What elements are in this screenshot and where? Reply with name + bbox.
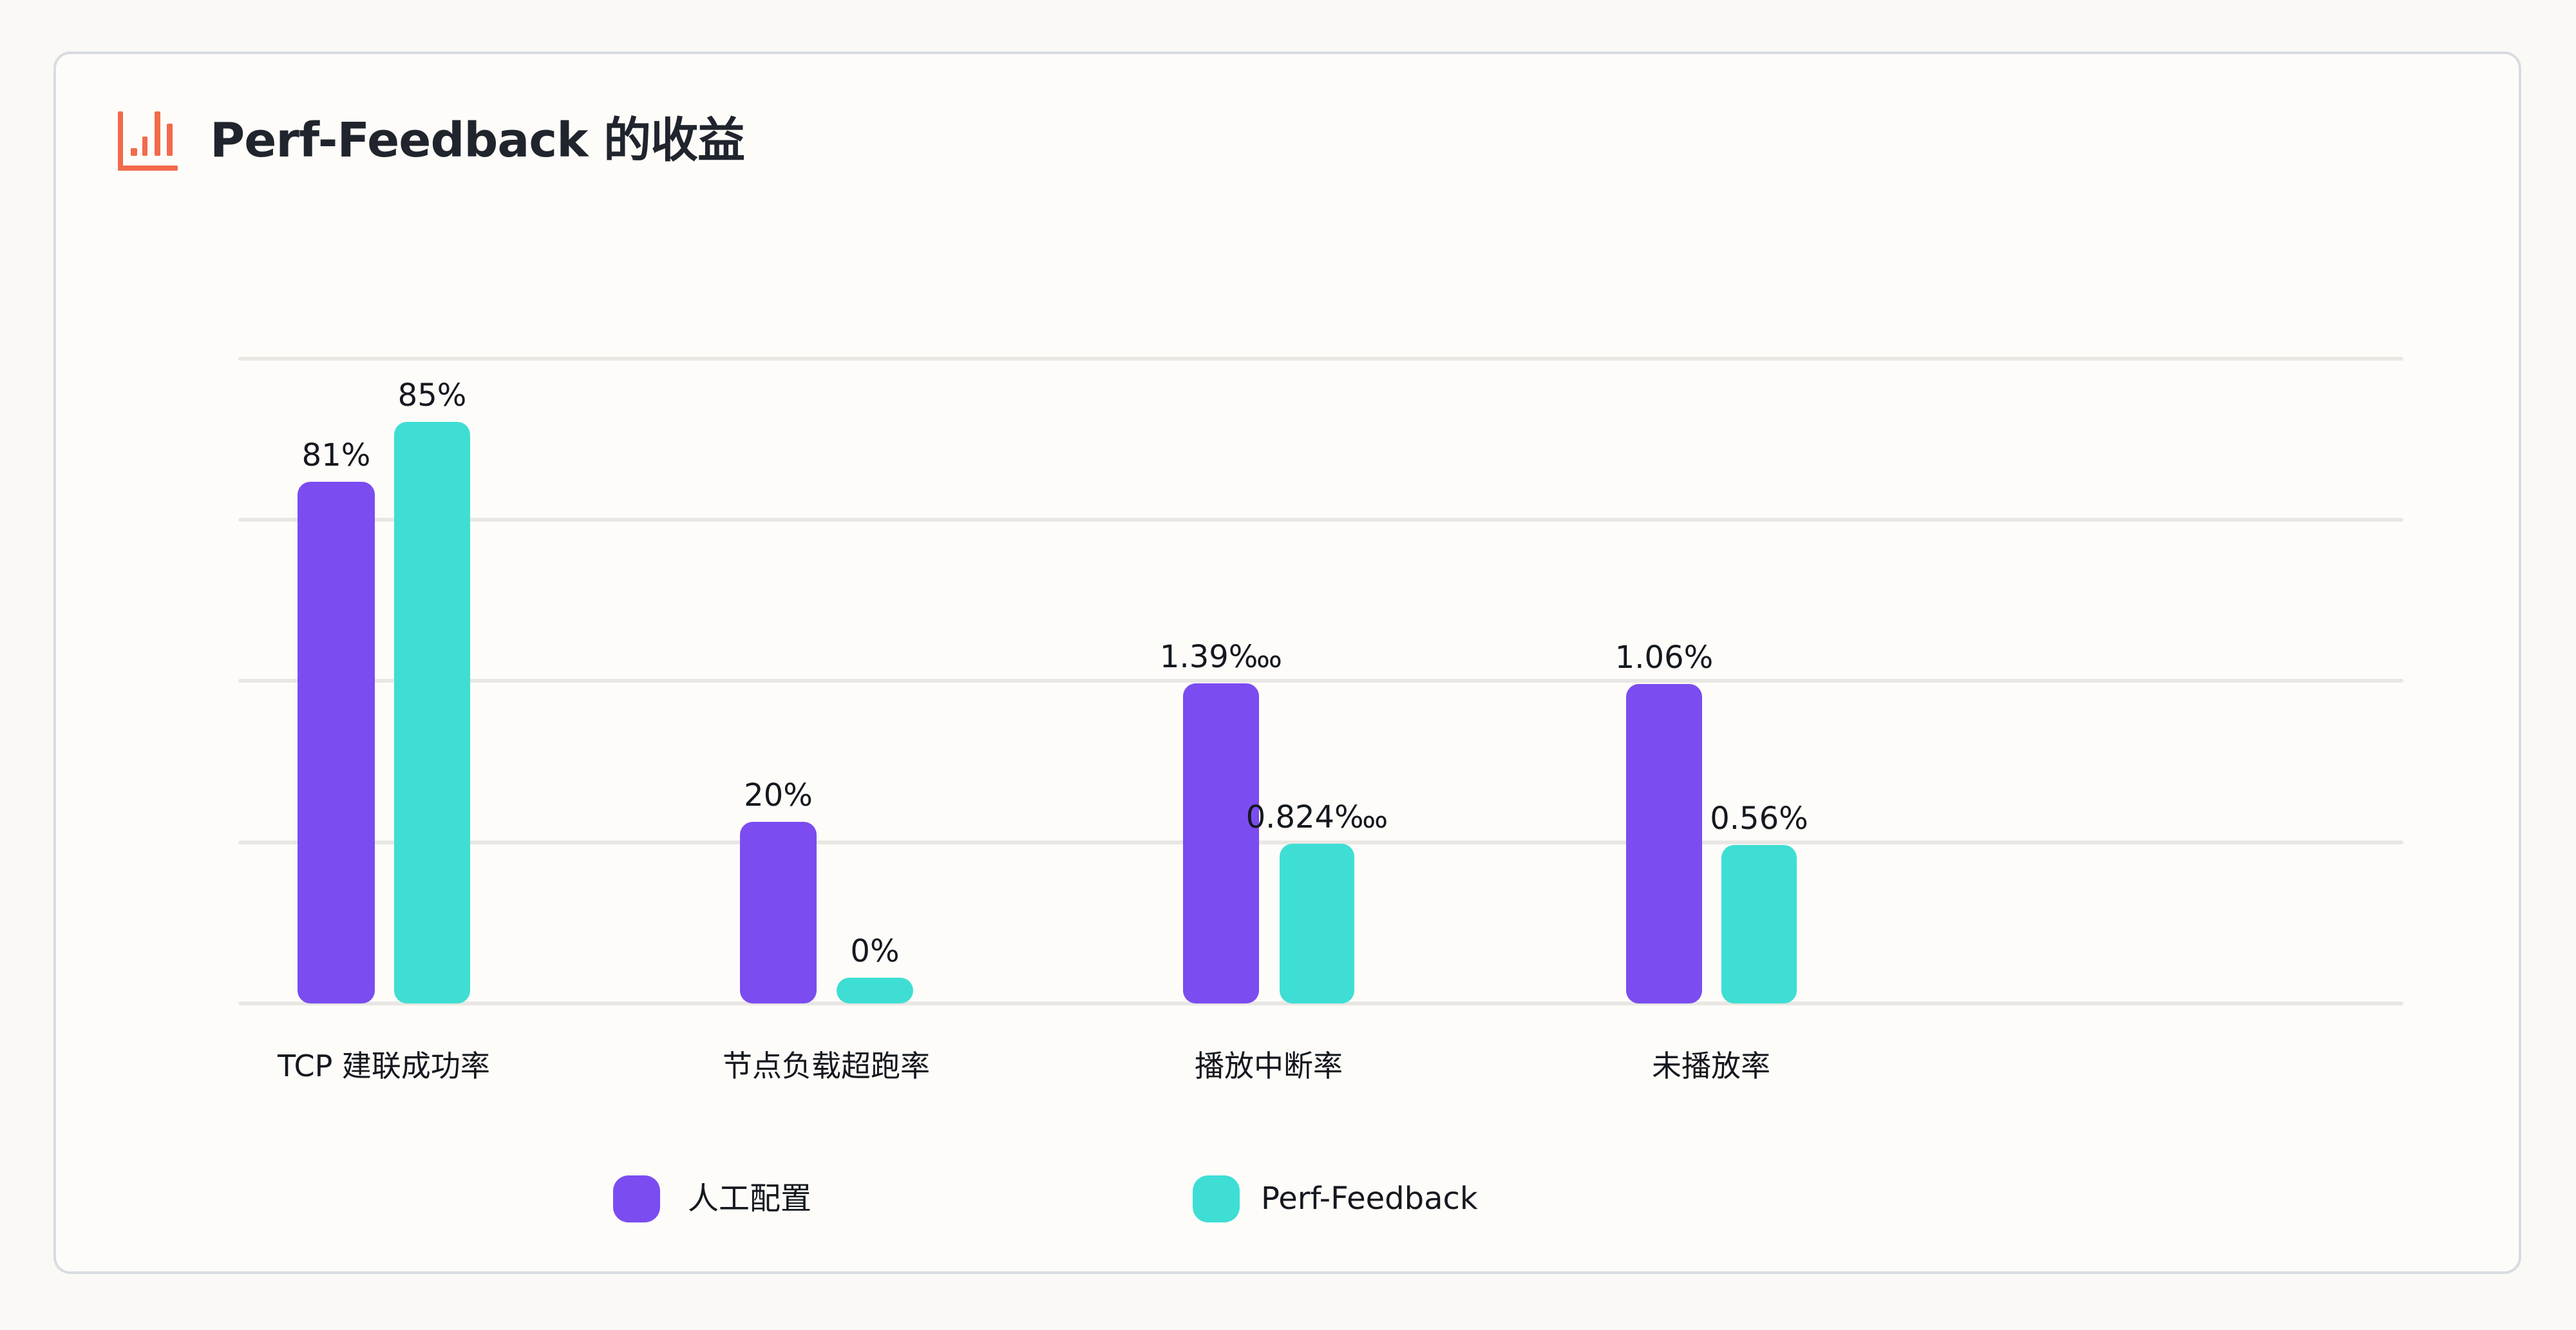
bar-manual [1626, 684, 1702, 1003]
legend-marker-manual [613, 1175, 660, 1222]
value-label: 81% [301, 437, 371, 473]
gridline [238, 841, 2403, 844]
bar-feedback [1280, 844, 1354, 1003]
gridline [238, 357, 2403, 361]
chart-card: Perf-Feedback 的收益 81% 85% TCP 建联成功率 20% 0% 节点… [53, 52, 2521, 1274]
value-label: 1.06% [1615, 640, 1714, 676]
bar-chart: 81% 85% TCP 建联成功率 20% 0% 节点负载超跑率 1.39‱ 0.824‱ 播放… [53, 52, 2521, 1274]
legend-label: 人工配置 [688, 1181, 812, 1217]
value-label: 0.824‱ [1245, 799, 1388, 835]
bar-manual [298, 482, 375, 1003]
bar-manual [740, 822, 817, 1003]
chart-header: Perf-Feedback 的收益 [118, 111, 745, 171]
bar-feedback [394, 422, 470, 1003]
category-label: 节点负载超跑率 [723, 1049, 930, 1083]
value-label: 20% [744, 777, 813, 813]
gridline [238, 518, 2403, 522]
value-label: 0% [850, 933, 900, 969]
bar-chart-icon [118, 111, 178, 171]
value-label: 85% [397, 377, 467, 413]
gridline [238, 1002, 2403, 1005]
category-label: 播放中断率 [1195, 1049, 1343, 1083]
value-label: 0.56% [1710, 801, 1808, 837]
value-label: 1.39‱ [1159, 639, 1283, 675]
category-label: TCP 建联成功率 [278, 1049, 490, 1083]
bar-feedback [837, 978, 913, 1003]
legend-marker-feedback [1193, 1175, 1240, 1222]
legend-label: Perf-Feedback [1261, 1181, 1478, 1217]
gridline [238, 679, 2403, 683]
category-label: 未播放率 [1652, 1049, 1770, 1083]
bar-feedback [1721, 845, 1797, 1003]
page-title: Perf-Feedback 的收益 [210, 113, 745, 169]
bar-manual [1183, 683, 1259, 1003]
